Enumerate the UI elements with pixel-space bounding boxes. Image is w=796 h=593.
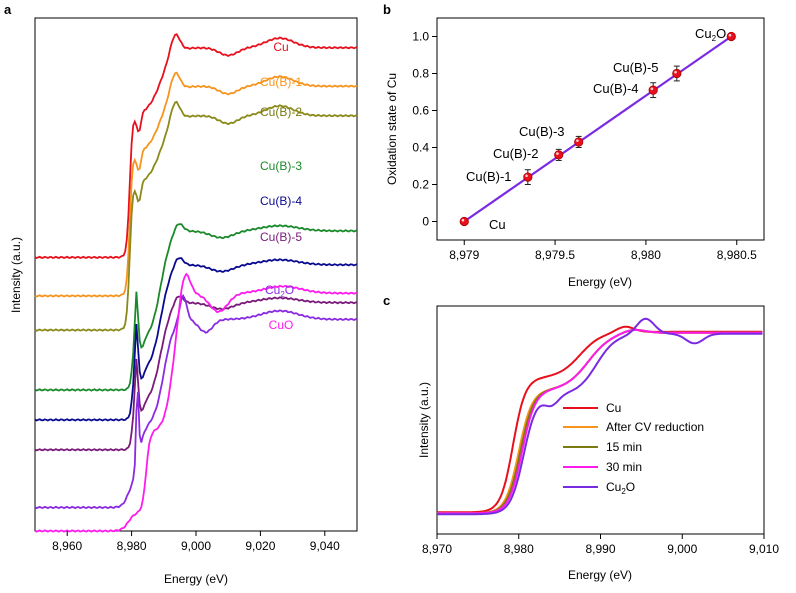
curve-a-cu-b-3 — [34, 223, 358, 392]
point-highlight — [461, 218, 465, 222]
curve-a-cu-b-2 — [34, 100, 358, 332]
tick-label-b-x: 8,980 — [631, 248, 661, 262]
panel-a-xlabel: Energy (eV) — [164, 572, 228, 586]
panel-b-marks — [459, 31, 736, 227]
point-cu-b-2 — [554, 150, 564, 160]
tick-label-b-y: 0.2 — [412, 178, 429, 192]
panel-label-b: b — [383, 2, 391, 17]
panel-a-curves — [34, 33, 358, 533]
point-highlight — [650, 87, 654, 91]
curve-a-cu-b-1 — [34, 71, 358, 298]
curve-c-cu — [437, 325, 763, 514]
panel-a: 8,960 8,980 9,000 9,020 9,040 Energy (eV) In… — [9, 17, 358, 586]
panel-b-frame — [436, 17, 765, 241]
tick-label-b-x: 8,980.5 — [717, 248, 757, 262]
label-cub3: Cu(B)-3 — [260, 159, 302, 173]
panel-b-ylabel: Oxidation state of Cu — [385, 73, 399, 185]
point-cu — [459, 216, 469, 227]
tick-label-c: 8,990 — [585, 542, 615, 556]
tick-label-b-y: 0.4 — [412, 141, 429, 155]
point-cu-b-3 — [574, 137, 584, 147]
panel-c-x-ticks: 8,970 8,980 8,990 9,000 9,010 — [422, 534, 779, 556]
tick-label-b-y: 0.6 — [412, 104, 429, 118]
label-cu2o: Cu2O — [265, 283, 294, 299]
curve-a-cuo — [34, 272, 358, 533]
panel-c-legend: Cu After CV reduction 15 min 30 min Cu2O — [563, 401, 704, 496]
curve-a-cu-o — [34, 293, 358, 510]
tick-label-b-x: 8,979 — [449, 248, 479, 262]
point-label-cu2o: Cu2O — [695, 26, 726, 43]
fit-line — [463, 35, 732, 223]
point-highlight — [674, 70, 677, 74]
tick-label-a: 9,020 — [245, 539, 275, 553]
panel-a-ylabel: Intensity (a.u.) — [9, 237, 23, 313]
curve-c-30-min — [437, 328, 763, 515]
label-cu: Cu — [273, 40, 288, 54]
panel-c-frame — [436, 305, 765, 535]
panel-c-xlabel: Energy (eV) — [568, 568, 632, 582]
panel-a-frame — [34, 17, 358, 532]
panel-b-xlabel: Energy (eV) — [568, 275, 632, 289]
panel-c-curves — [437, 317, 763, 516]
panel-b: 8,979 8,979.5 8,980 8,980.5 0 0.2 0.4 0.6 0.8 1.0… — [385, 17, 765, 289]
tick-label-a: 8,980 — [117, 539, 147, 553]
curve-c-cu-o — [437, 317, 763, 516]
tick-label-b-y: 0 — [422, 215, 429, 229]
point-label-cu: Cu — [489, 217, 506, 232]
label-cub1: Cu(B)-1 — [260, 75, 302, 89]
point-cu-b-5 — [672, 68, 682, 79]
panel-label-a: a — [4, 2, 12, 17]
curve-a-cu-b-5 — [34, 295, 358, 452]
panel-c-ylabel: Intensity (a.u.) — [417, 382, 431, 458]
legend-label-after-cv: After CV reduction — [606, 420, 704, 434]
legend-label-15min: 15 min — [606, 440, 642, 454]
point-cu-b-4 — [648, 85, 658, 95]
label-cub5: Cu(B)-5 — [260, 230, 302, 244]
point-label-cub1: Cu(B)-1 — [466, 169, 512, 184]
label-cub4: Cu(B)-4 — [260, 194, 302, 208]
point-cu2o — [726, 31, 736, 42]
tick-label-b-y: 1.0 — [412, 30, 429, 44]
curve-a-cu — [34, 33, 358, 260]
legend-label-cu: Cu — [606, 401, 621, 415]
label-cuo: CuO — [269, 318, 294, 332]
tick-label-b-x: 8,979.5 — [535, 248, 575, 262]
legend-label-cu2o: Cu2O — [606, 480, 635, 496]
point-highlight — [556, 152, 559, 155]
point-highlight — [576, 139, 579, 142]
point-label-cub5: Cu(B)-5 — [613, 60, 659, 75]
tick-label-a: 8,960 — [52, 539, 82, 553]
legend-label-30min: 30 min — [606, 460, 642, 474]
point-cu-b-1 — [523, 172, 533, 182]
panel-b-ticks: 8,979 8,979.5 8,980 8,980.5 0 0.2 0.4 0.6 0.8 1.0 — [412, 30, 757, 263]
point-label-cub3: Cu(B)-3 — [519, 124, 565, 139]
curve-c-after-cv-reduction — [437, 328, 763, 515]
tick-label-b-y: 0.8 — [412, 67, 429, 81]
point-label-cub2: Cu(B)-2 — [493, 146, 539, 161]
tick-label-a: 9,040 — [310, 539, 340, 553]
tick-label-c: 8,980 — [504, 542, 534, 556]
tick-label-c: 9,000 — [667, 542, 697, 556]
panel-c: 8,970 8,980 8,990 9,000 9,010 Energy (eV) In… — [417, 305, 779, 582]
panel-label-c: c — [383, 293, 390, 308]
tick-label-c: 9,010 — [749, 542, 779, 556]
point-highlight — [728, 33, 732, 37]
tick-label-a: 9,000 — [181, 539, 211, 553]
label-cub2: Cu(B)-2 — [260, 105, 302, 119]
panel-a-x-ticks: 8,960 8,980 9,000 9,020 9,040 — [52, 531, 340, 553]
tick-label-c: 8,970 — [422, 542, 452, 556]
curve-a-cu-b-4 — [34, 257, 358, 422]
point-highlight — [525, 174, 528, 178]
point-label-cub4: Cu(B)-4 — [593, 81, 639, 96]
curve-c-15-min — [437, 328, 763, 515]
